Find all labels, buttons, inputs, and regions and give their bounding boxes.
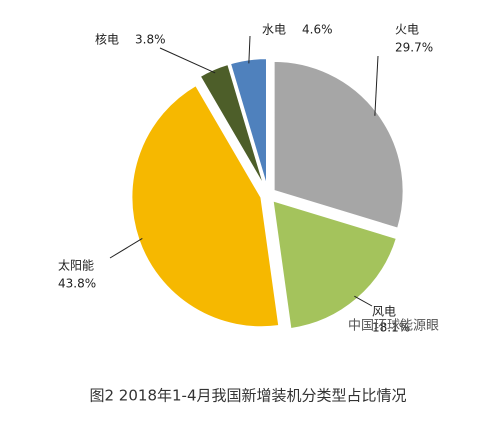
slice-value: 18.1%	[372, 321, 410, 335]
pie-slice	[271, 198, 399, 331]
leader-line	[159, 47, 216, 74]
leader-line	[354, 295, 373, 307]
slice-name: 太阳能	[58, 258, 94, 273]
slice-name: 核电	[95, 33, 119, 47]
chart-title: 图2 2018年1-4月我国新增装机分类型占比情况	[90, 387, 407, 405]
slice-value: 3.8%	[135, 33, 166, 47]
pie-slice	[198, 62, 267, 190]
slice-value: 29.7%	[395, 41, 433, 55]
pie-slice	[130, 83, 281, 329]
slice-value: 43.8%	[58, 277, 96, 291]
leader-line	[374, 55, 379, 116]
slice-name: 风电	[372, 305, 396, 319]
slice-name: 水电	[262, 23, 286, 37]
watermark: 中国环球能源眼	[348, 319, 439, 334]
leader-line	[248, 35, 251, 64]
leader-line	[109, 238, 143, 259]
pie-slice	[228, 57, 268, 189]
pie-slice	[272, 59, 405, 230]
slice-value: 4.6%	[302, 23, 333, 37]
slice-name: 火电	[395, 23, 419, 37]
